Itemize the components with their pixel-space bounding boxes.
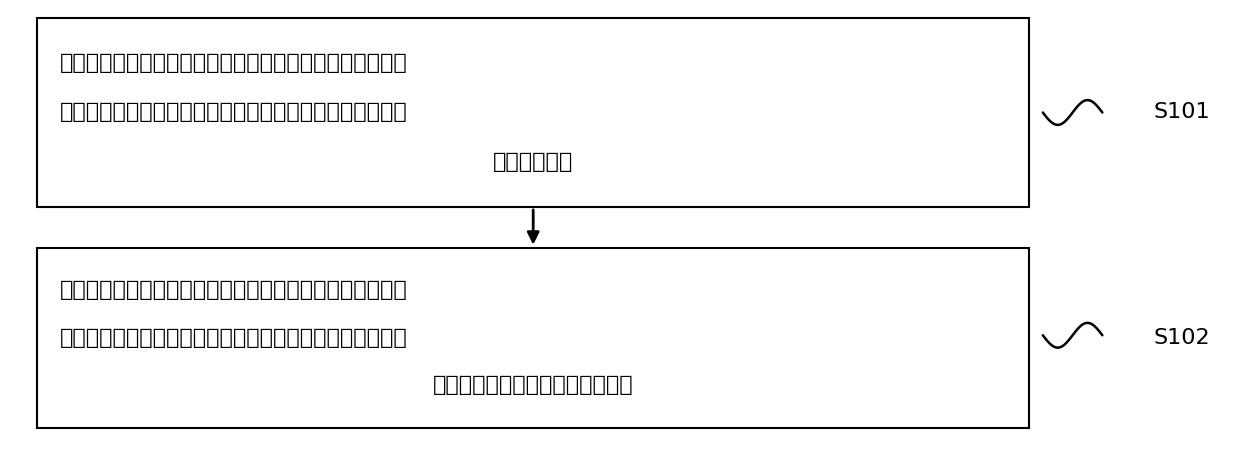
Text: 负值，则标记位线为故障位线，并记录故障位线上包含的存: 负值，则标记位线为故障位线，并记录故障位线上包含的存 xyxy=(60,103,407,122)
Text: 若故障位线首次被标记，则建立故障位线上包含的存储单元: 若故障位线首次被标记，则建立故障位线上包含的存储单元 xyxy=(60,280,407,300)
FancyBboxPatch shape xyxy=(37,248,1029,428)
Text: 测试存储阵列中的每一条位线上的位线电流，若位线电流为: 测试存储阵列中的每一条位线上的位线电流，若位线电流为 xyxy=(60,53,407,73)
Text: 储单元的地址: 储单元的地址 xyxy=(494,152,573,172)
Text: S101: S101 xyxy=(1153,103,1210,122)
Text: 单元与冗余列的存储单元一一对应: 单元与冗余列的存储单元一一对应 xyxy=(433,375,634,395)
FancyBboxPatch shape xyxy=(37,18,1029,207)
Text: S102: S102 xyxy=(1153,328,1210,347)
Text: 与冗余列中的存储单元的映射关系，故障位线上包含的存储: 与冗余列中的存储单元的映射关系，故障位线上包含的存储 xyxy=(60,328,407,347)
